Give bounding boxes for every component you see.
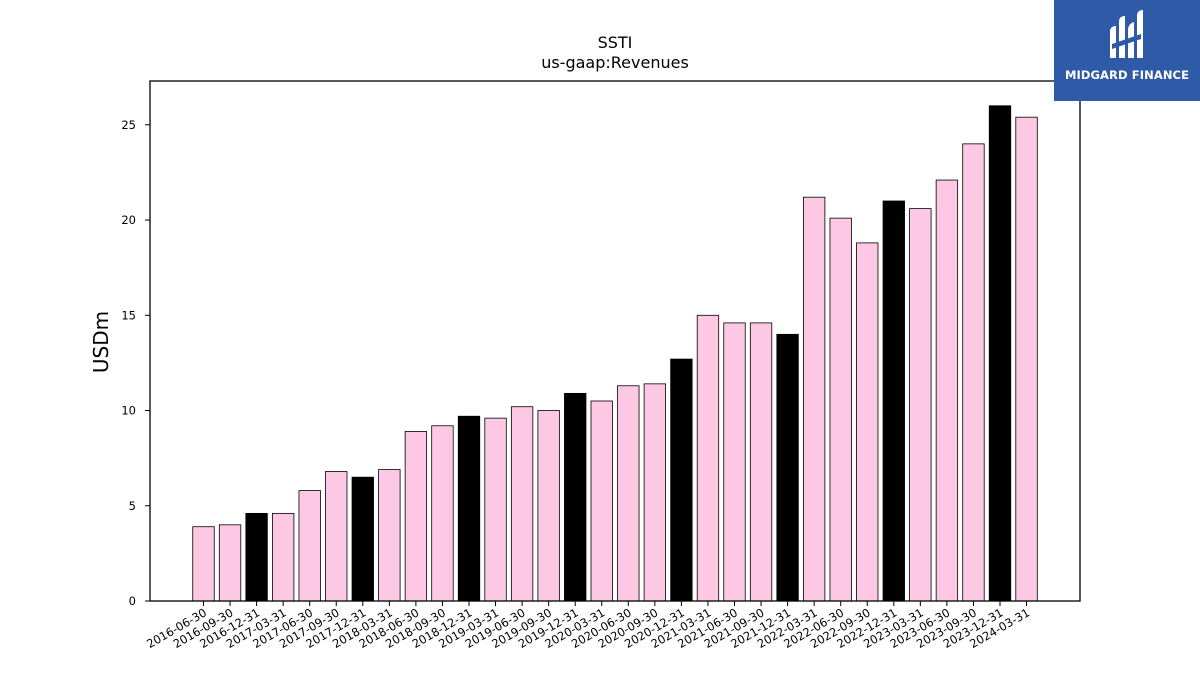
- bar-2022-03-31: [803, 196, 826, 602]
- bar-2016-09-30: [218, 524, 242, 602]
- plot-frame: [149, 80, 1081, 602]
- bar-2018-06-30: [404, 431, 428, 602]
- bar-2023-03-31: [909, 208, 932, 602]
- bar-2023-06-30: [935, 179, 959, 602]
- y-axis: 0 5 10 15 20 25: [121, 118, 150, 608]
- y-tick-label: 15: [121, 308, 136, 322]
- bar-2021-12-31: [776, 333, 799, 602]
- bar-2019-12-31: [564, 392, 587, 602]
- bar-2017-12-31: [351, 476, 374, 602]
- bar-2018-12-31: [457, 415, 481, 602]
- bar-2017-09-30: [325, 471, 348, 602]
- logo-text: MIDGARD FINANCE: [1064, 68, 1190, 82]
- bar-2021-09-30: [749, 322, 773, 602]
- y-axis-label: USDm: [89, 311, 113, 373]
- bar-2018-03-31: [378, 469, 401, 602]
- bar-2017-06-30: [298, 490, 321, 602]
- chart-subtitle: us-gaap:Revenues: [541, 53, 689, 72]
- bars-group: [192, 105, 1038, 602]
- bar-2020-06-30: [617, 385, 640, 602]
- y-tick-label: 25: [121, 118, 136, 132]
- bar-2021-03-31: [696, 314, 720, 602]
- bar-2023-09-30: [962, 143, 985, 602]
- bar-2016-06-30: [192, 526, 215, 602]
- bar-2021-06-30: [723, 322, 746, 602]
- midgard-finance-logo: MIDGARD FINANCE: [1054, 0, 1200, 101]
- y-tick-label: 5: [129, 499, 136, 513]
- bar-2019-09-30: [537, 410, 560, 602]
- bar-2020-12-31: [670, 358, 693, 602]
- y-tick-label: 20: [121, 213, 136, 227]
- bar-2022-09-30: [856, 242, 879, 602]
- chart-title: SSTI: [598, 33, 633, 52]
- bar-2016-12-31: [245, 512, 268, 602]
- bar-2017-03-31: [271, 512, 295, 602]
- bar-2020-09-30: [643, 383, 666, 602]
- bar-2022-06-30: [829, 217, 852, 602]
- y-tick-label: 0: [129, 594, 136, 608]
- bar-2019-03-31: [484, 417, 507, 602]
- bar-2023-12-31: [988, 105, 1012, 602]
- bar-2022-12-31: [882, 200, 905, 602]
- x-axis: 2016-06-302016-09-302016-12-312017-03-31…: [144, 601, 1032, 651]
- bar-2024-03-31: [1015, 116, 1038, 602]
- bar-2019-06-30: [510, 406, 534, 602]
- y-tick-label: 10: [121, 404, 136, 418]
- bar-2018-09-30: [431, 425, 454, 602]
- bar-2020-03-31: [590, 400, 613, 602]
- logo-mark-icon: [1110, 10, 1143, 58]
